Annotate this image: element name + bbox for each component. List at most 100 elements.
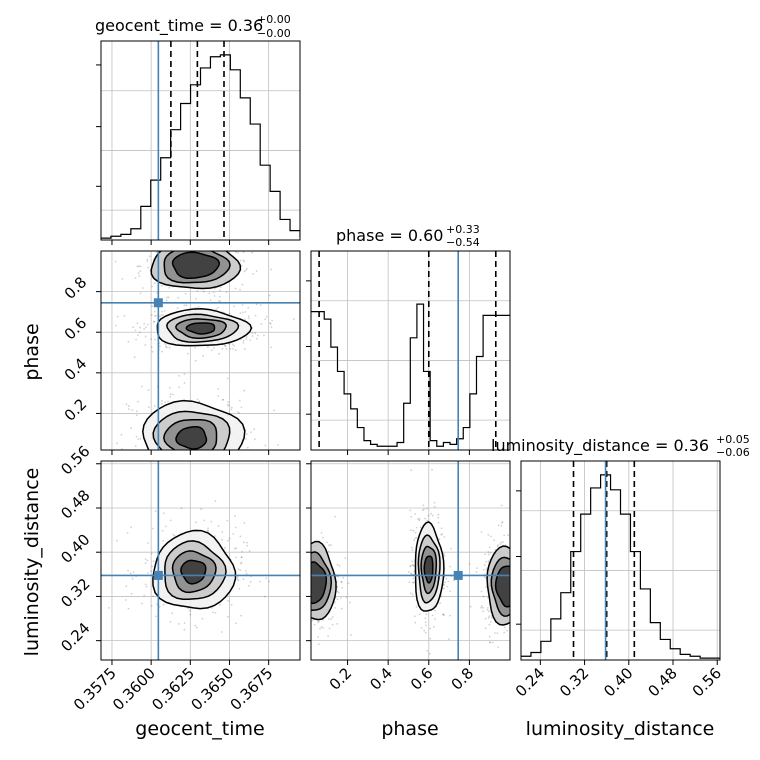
- sample-point: [307, 578, 309, 580]
- sample-point: [148, 501, 150, 503]
- sample-point: [257, 334, 259, 337]
- sample-point: [305, 549, 307, 551]
- sample-point: [138, 265, 140, 268]
- sample-point: [517, 538, 519, 540]
- sample-point: [306, 647, 308, 649]
- sample-point: [219, 465, 221, 467]
- sample-point: [518, 579, 520, 581]
- density-fill: [176, 426, 207, 449]
- sample-point: [236, 242, 238, 244]
- sample-point: [273, 461, 275, 463]
- sample-point: [149, 470, 151, 472]
- sample-point: [240, 406, 243, 409]
- sample-point: [197, 451, 199, 453]
- sample-point: [517, 588, 519, 590]
- sample-point: [418, 613, 421, 616]
- sample-point: [513, 590, 515, 592]
- contour-line: [171, 251, 221, 280]
- sample-point: [246, 433, 248, 435]
- xlabel-geocent-time: geocent_time: [135, 718, 264, 740]
- sample-point: [139, 270, 142, 272]
- sample-point: [160, 399, 163, 402]
- sample-point: [155, 251, 158, 254]
- tick-label-x: 0.3650: [187, 664, 237, 714]
- sample-point: [139, 265, 142, 268]
- sample-point: [259, 580, 262, 583]
- sample-point: [226, 519, 229, 522]
- sample-point: [304, 573, 306, 575]
- sample-point: [516, 566, 518, 568]
- sample-point: [411, 549, 414, 551]
- sample-point: [184, 469, 186, 471]
- sample-point: [526, 606, 528, 608]
- sample-point: [162, 244, 164, 246]
- sample-point: [139, 326, 142, 329]
- sample-point: [418, 517, 421, 520]
- sample-point: [214, 535, 216, 537]
- sample-point: [338, 565, 341, 567]
- sample-point: [204, 456, 206, 458]
- sample-point: [247, 456, 249, 458]
- sample-point: [414, 537, 417, 540]
- sample-point: [301, 611, 303, 613]
- sample-point: [125, 585, 128, 588]
- sample-point: [200, 247, 202, 249]
- sample-point: [309, 578, 311, 580]
- sample-point: [248, 550, 251, 552]
- sample-point: [525, 614, 527, 616]
- sample-point: [475, 567, 478, 569]
- sample-point: [425, 613, 428, 616]
- sample-point: [507, 534, 509, 536]
- sample-point: [515, 597, 517, 599]
- sample-point: [321, 536, 324, 539]
- sample-point: [264, 444, 267, 447]
- sample-point: [127, 405, 130, 408]
- sample-point: [150, 338, 153, 340]
- sample-point: [475, 571, 478, 573]
- sample-point: [292, 585, 294, 587]
- sample-point: [306, 545, 308, 547]
- sample-point: [127, 340, 130, 343]
- sample-point: [235, 242, 237, 244]
- ylabel-luminosity-distance: luminosity_distance: [21, 468, 43, 657]
- sample-point: [169, 620, 172, 623]
- tick-label-x: 0.3600: [109, 664, 159, 714]
- sample-point: [150, 552, 153, 555]
- sample-point: [234, 287, 237, 290]
- sample-point: [347, 582, 350, 585]
- sample-point: [136, 265, 139, 268]
- sample-point: [305, 577, 307, 579]
- sample-point: [154, 510, 157, 513]
- sample-point: [303, 556, 305, 558]
- sample-point: [161, 241, 163, 243]
- sample-point: [488, 615, 491, 618]
- sample-point: [146, 258, 149, 261]
- sample-point: [419, 526, 422, 529]
- sample-point: [165, 452, 167, 454]
- sample-point: [524, 607, 526, 609]
- sample-point: [173, 237, 175, 239]
- sample-point: [235, 622, 237, 625]
- sample-point: [483, 576, 486, 578]
- sample-point: [204, 452, 206, 454]
- sample-point: [165, 474, 167, 476]
- sample-point: [241, 550, 244, 553]
- sample-point: [184, 292, 187, 295]
- sample-point: [504, 626, 506, 629]
- sample-point: [443, 553, 445, 555]
- sample-point: [201, 235, 203, 237]
- sample-point: [181, 236, 183, 238]
- sample-point: [296, 529, 298, 531]
- sample-point: [517, 553, 519, 555]
- sample-point: [179, 453, 181, 455]
- sample-point: [305, 598, 307, 600]
- sample-point: [497, 524, 500, 527]
- sample-point: [252, 272, 255, 275]
- sample-point: [227, 401, 230, 403]
- sample-point: [144, 344, 147, 346]
- sample-point: [308, 575, 310, 577]
- sample-point: [414, 513, 417, 515]
- sample-point: [247, 315, 250, 318]
- sample-point: [220, 248, 222, 250]
